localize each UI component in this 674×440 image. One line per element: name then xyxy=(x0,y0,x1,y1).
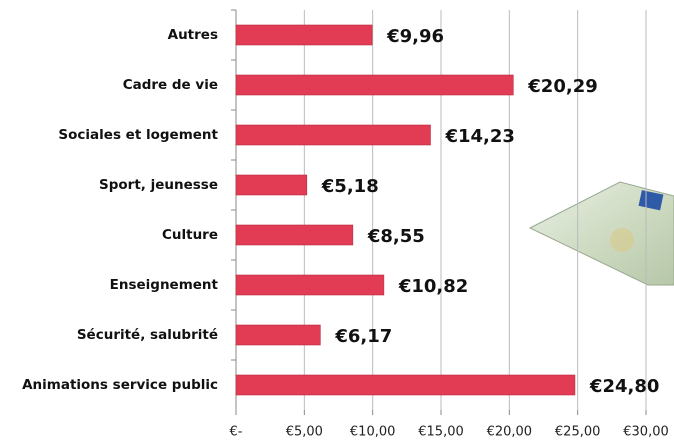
x-tick-label: €- xyxy=(230,425,243,440)
y-tick-label: Autres xyxy=(168,27,218,43)
bar xyxy=(236,325,320,345)
chart: €- €5,00 €10,00 €15,00 €20,00 €25,00 €30,00 Aut… xyxy=(0,0,674,440)
bar xyxy=(236,125,430,145)
y-tick-label: Sécurité, salubrité xyxy=(77,327,218,343)
value-label: €20,29 xyxy=(527,76,597,97)
x-tick-label: €10,00 xyxy=(350,425,396,440)
x-tick-label: €15,00 xyxy=(418,425,464,440)
x-tick-label: €5,00 xyxy=(286,425,323,440)
value-label: €10,82 xyxy=(398,276,468,297)
y-tick-label: Animations service public xyxy=(22,377,218,393)
x-tick-label: €25,00 xyxy=(555,425,601,440)
y-tick-label: Cadre de vie xyxy=(123,77,218,93)
y-tick-label: Sociales et logement xyxy=(58,127,218,143)
banknote-illustration xyxy=(530,182,674,285)
value-label: €9,96 xyxy=(386,26,444,47)
value-label: €8,55 xyxy=(367,226,425,247)
bar xyxy=(236,225,353,245)
value-label: €14,23 xyxy=(444,126,514,147)
bar xyxy=(236,175,307,195)
bar xyxy=(236,75,513,95)
y-tick-label: Sport, jeunesse xyxy=(99,177,218,193)
bar xyxy=(236,275,384,295)
y-tick-label: Enseignement xyxy=(110,277,219,293)
bar xyxy=(236,375,575,395)
value-label: €6,17 xyxy=(334,326,392,347)
y-tick-label: Culture xyxy=(162,227,218,243)
bar xyxy=(236,25,372,45)
x-tick-label: €30,00 xyxy=(623,425,669,440)
value-label: €5,18 xyxy=(321,176,379,197)
x-tick-label: €20,00 xyxy=(487,425,533,440)
value-label: €24,80 xyxy=(589,376,659,397)
